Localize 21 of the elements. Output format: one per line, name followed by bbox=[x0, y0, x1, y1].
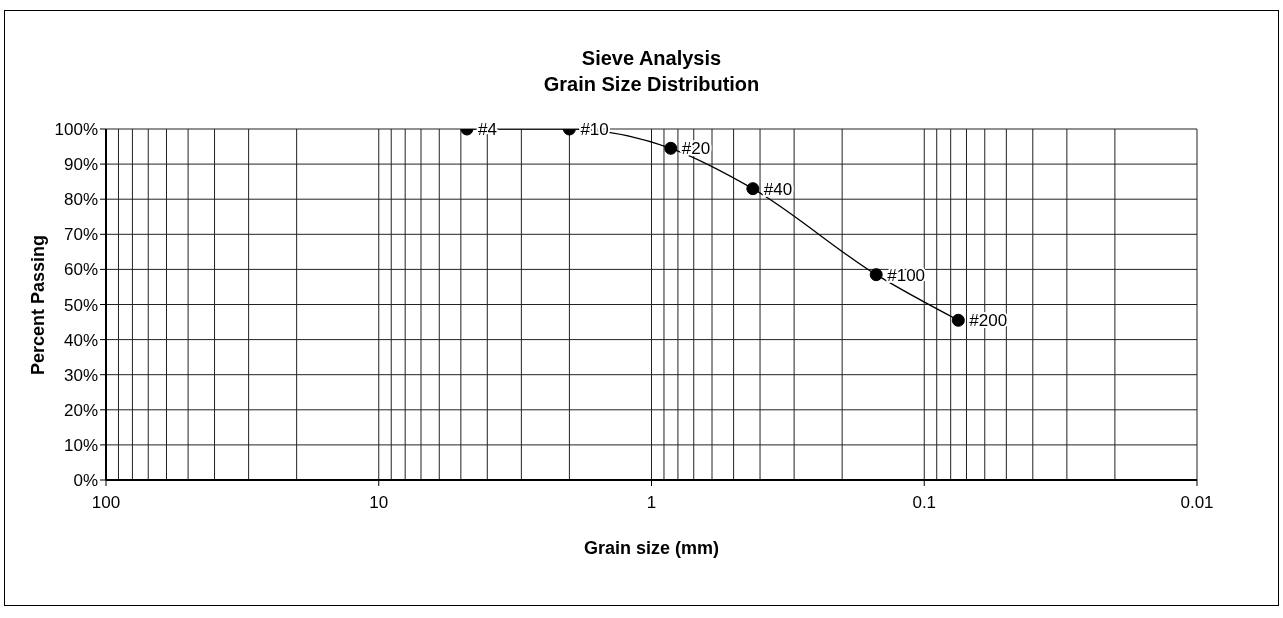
y-axis-title: Percent Passing bbox=[28, 234, 48, 375]
y-tick-label: 70% bbox=[63, 225, 98, 245]
x-tick-label: 0.01 bbox=[1180, 493, 1214, 512]
x-axis-title: Grain size (mm) bbox=[583, 538, 720, 558]
x-tick-label: 1 bbox=[646, 493, 657, 512]
y-tick-label: 30% bbox=[63, 365, 98, 385]
chart-title: Sieve Analysis bbox=[581, 47, 722, 69]
y-tick-label: 60% bbox=[63, 260, 98, 280]
x-tick-label: 100 bbox=[91, 493, 121, 512]
y-tick-label: 40% bbox=[63, 330, 98, 350]
y-tick-label: 90% bbox=[63, 155, 98, 175]
y-tick-label: 10% bbox=[63, 435, 98, 455]
annotation: #40 bbox=[763, 179, 793, 199]
y-tick-label: 50% bbox=[63, 295, 98, 315]
chart-subtitle: Grain Size Distribution bbox=[543, 73, 760, 95]
y-tick-label: 20% bbox=[63, 400, 98, 420]
y-tick-label: 0% bbox=[73, 471, 98, 491]
x-tick-label: 0.1 bbox=[912, 493, 937, 512]
y-tick-label: 100% bbox=[54, 120, 98, 140]
y-tick-label: 80% bbox=[63, 190, 98, 210]
x-tick-label: 10 bbox=[369, 493, 389, 512]
